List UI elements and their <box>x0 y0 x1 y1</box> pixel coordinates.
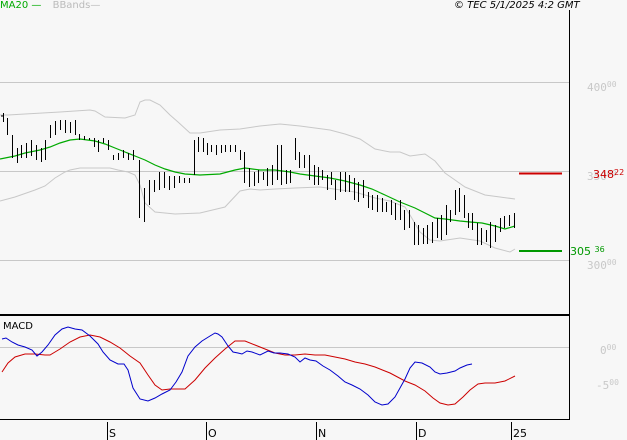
macd-ylabel-neg5: -500 <box>596 378 619 392</box>
legend-bbands-label: BBands <box>52 0 91 11</box>
macd-title: MACD <box>3 321 33 332</box>
ma20-line <box>0 138 516 230</box>
ylabel-dec: 00 <box>606 80 617 89</box>
macd-line <box>1 326 473 406</box>
ylabel-main: 300 <box>587 259 607 272</box>
resistance-value-tag: 34822 <box>593 168 624 181</box>
resistance-dec: 22 <box>614 168 625 177</box>
price-ylabel-400: 40000 <box>587 80 617 94</box>
legend-bbands-swatch: — <box>90 0 101 11</box>
ylabel-dec: 00 <box>606 258 617 267</box>
xlabel-oct: O <box>208 427 217 440</box>
xlabel-sep: S <box>109 427 116 440</box>
ylabel-main: 0 <box>600 344 607 357</box>
xlabel-nov: N <box>318 427 327 440</box>
xlabel-2025: 25 <box>513 427 527 440</box>
resistance-main: 348 <box>593 168 614 181</box>
ylabel-dec: 00 <box>606 343 617 352</box>
price-ylabel-350: 35000 <box>587 169 617 183</box>
legend-ma20-label: MA20 <box>0 0 29 11</box>
legend-ma20: MA20 — <box>0 0 41 12</box>
legend-bbands: BBands— <box>53 0 101 12</box>
support-value-tag: 305 36 <box>570 245 605 258</box>
chart-legend: MA20 — BBands— <box>0 0 100 12</box>
ylabel-dec: 00 <box>606 169 617 178</box>
xlabel-dec: D <box>418 427 427 440</box>
ylabel-dec: 00 <box>609 378 619 387</box>
ylabel-main: -5 <box>596 379 610 392</box>
ylabel-main: 350 <box>587 170 607 183</box>
chart-credit: © TEC 5/1/2025 4:2 GMT <box>454 0 580 11</box>
ylabel-main: 400 <box>587 81 607 94</box>
bband-upper-line <box>0 99 516 200</box>
price-ylabel-300: 30000 <box>587 258 617 272</box>
price-bars <box>1 113 515 248</box>
legend-ma20-swatch: — <box>31 0 42 11</box>
support-dec: 36 <box>594 245 605 254</box>
support-main: 305 <box>570 245 591 258</box>
macd-signal-line <box>1 334 516 406</box>
x-axis-ticks <box>107 422 512 440</box>
macd-ylabel-0: 000 <box>600 343 617 357</box>
bband-lower-line <box>0 167 516 253</box>
